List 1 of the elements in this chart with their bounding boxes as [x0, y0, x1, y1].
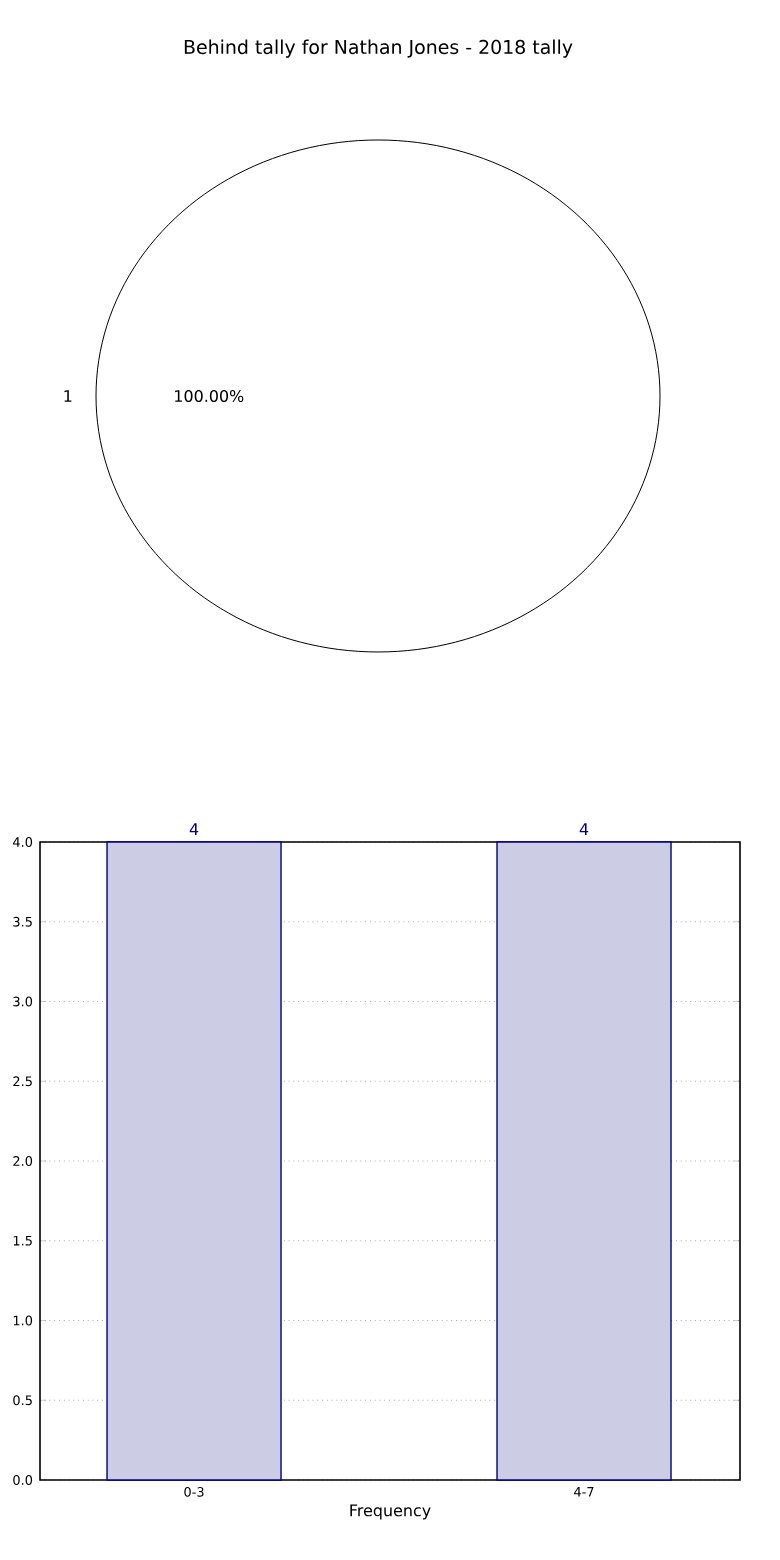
chart-title: Behind tally for Nathan Jones - 2018 tally — [184, 39, 573, 58]
